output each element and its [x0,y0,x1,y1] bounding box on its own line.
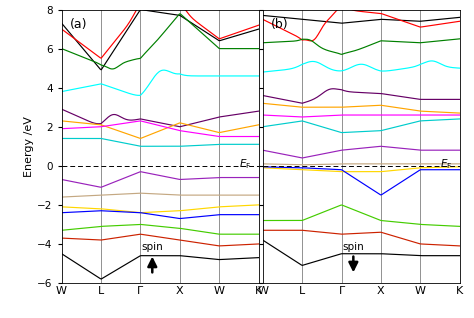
Text: (a): (a) [70,18,87,31]
Text: (b): (b) [271,18,288,31]
Y-axis label: Energy /eV: Energy /eV [25,116,35,177]
Text: $E_{\rm F}$: $E_{\rm F}$ [238,157,251,171]
Text: spin: spin [343,242,364,252]
Text: $E_{\rm F}$: $E_{\rm F}$ [439,157,452,171]
Text: spin: spin [141,242,163,252]
